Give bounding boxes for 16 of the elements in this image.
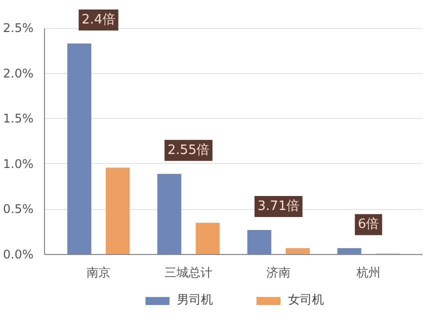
x-tick-label: 三城总计 <box>164 266 212 280</box>
legend-label: 女司机 <box>288 292 324 308</box>
legend-label: 男司机 <box>177 292 213 308</box>
x-tick-label: 济南 <box>266 266 290 280</box>
y-tick-label: 1.0% <box>3 156 34 171</box>
annotation: 3.71倍 <box>258 199 300 214</box>
annotation: 2.55倍 <box>168 142 210 158</box>
annotation: 6倍 <box>358 217 380 232</box>
y-tick-label: 2.5% <box>3 21 34 36</box>
x-tick-label: 南京 <box>86 266 110 280</box>
y-tick-label: 0.5% <box>3 202 34 216</box>
y-tick-label: 0.0% <box>3 248 34 262</box>
y-tick-label: 1.5% <box>3 112 34 126</box>
x-tick-label: 杭州 <box>356 266 380 280</box>
y-tick-label: 2.0% <box>3 66 34 80</box>
text: 2.4倍 <box>82 12 116 28</box>
